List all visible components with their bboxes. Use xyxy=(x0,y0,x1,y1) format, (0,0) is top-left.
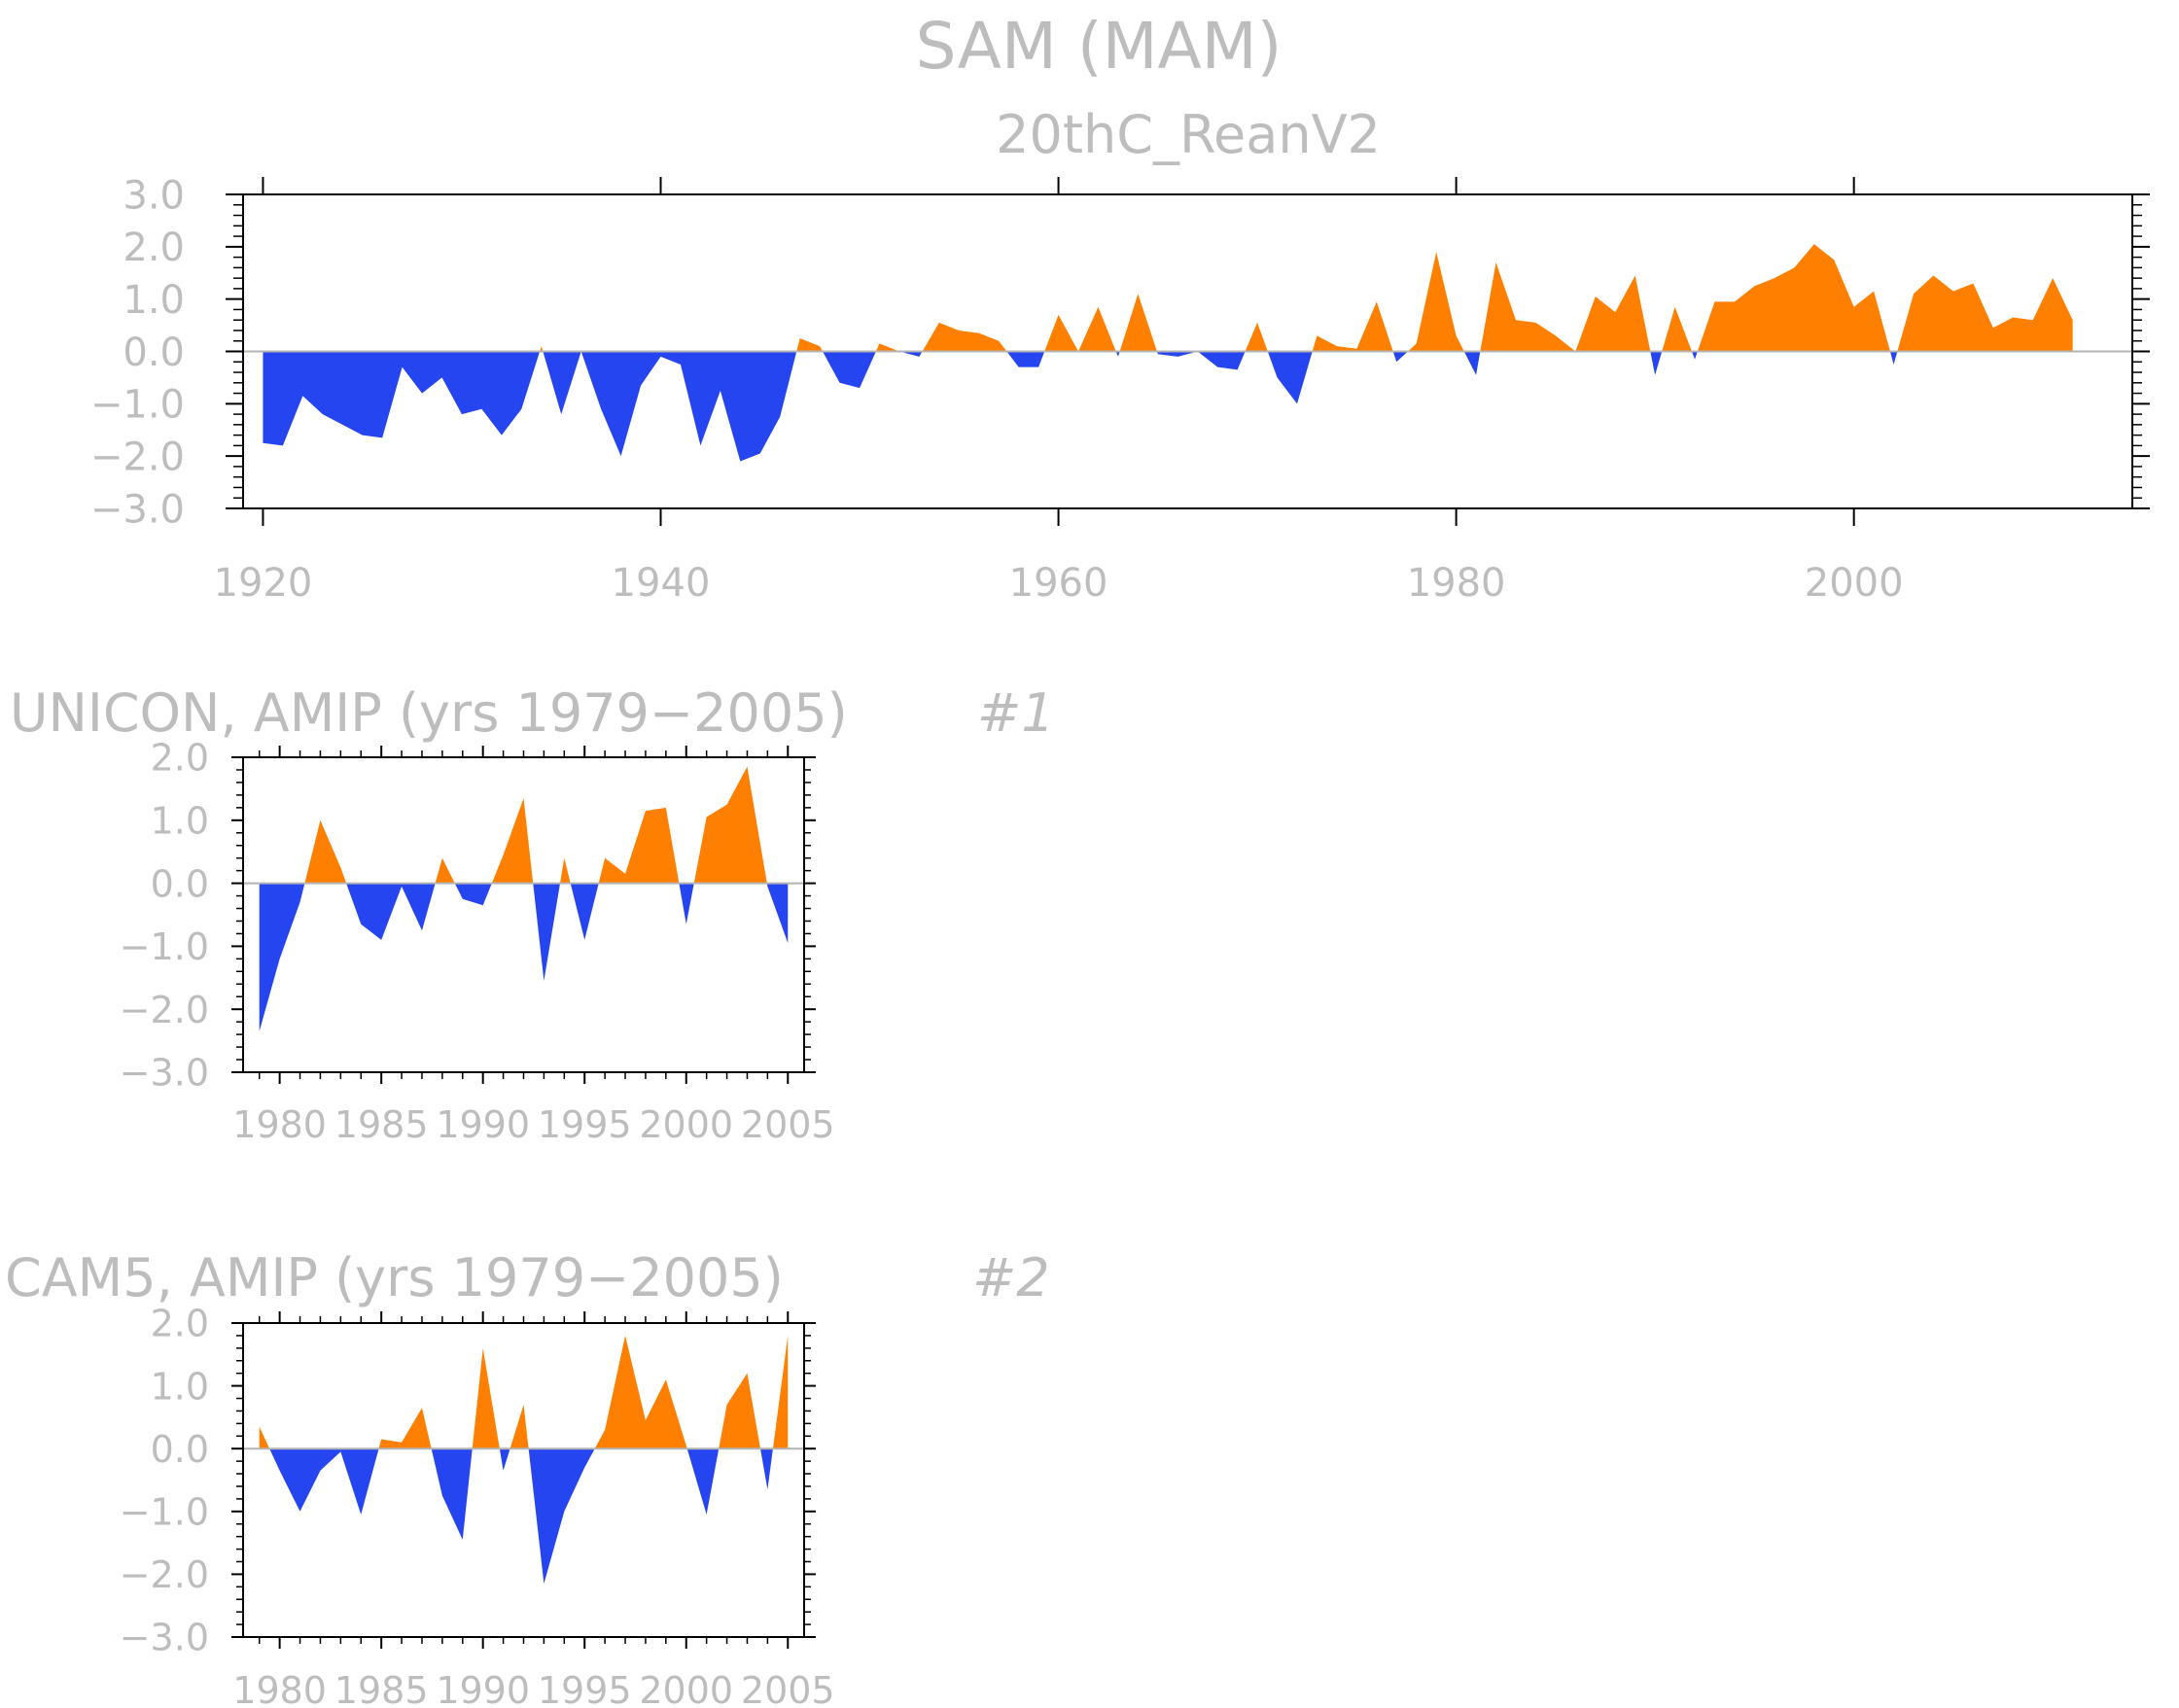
x-tick-label: 1980 xyxy=(232,1103,327,1146)
negative-area xyxy=(263,351,2073,462)
y-tick-label: −3.0 xyxy=(120,1052,209,1095)
y-tick-label: 0.0 xyxy=(123,331,185,375)
positive-area xyxy=(263,244,2073,352)
y-tick-label: 3.0 xyxy=(123,173,185,218)
panel-title-unicon: UNICON, AMIP (yrs 1979−2005) xyxy=(10,682,848,744)
y-tick-label: −1.0 xyxy=(120,925,209,968)
y-tick-label: 1.0 xyxy=(151,799,209,842)
x-tick-label: 1960 xyxy=(1009,561,1108,606)
y-tick-label: 1.0 xyxy=(123,278,185,323)
y-tick-label: −1.0 xyxy=(90,383,185,428)
positive-area xyxy=(259,1335,789,1449)
y-tick-label: −3.0 xyxy=(120,1617,209,1659)
x-tick-label: 2000 xyxy=(1805,561,1904,606)
x-tick-label: 2000 xyxy=(639,1669,733,1708)
panel-label-cam5: #2 xyxy=(972,1247,1050,1308)
y-tick-label: 2.0 xyxy=(151,1303,209,1345)
x-tick-label: 1990 xyxy=(436,1669,530,1708)
y-tick-label: 1.0 xyxy=(151,1365,209,1408)
panel-reanalysis: 20thC_ReanV2 3.0 2.0 1.0 0.0 −1.0 −2.0 −3.0 192… xyxy=(90,104,2150,606)
panel-title-reanalysis: 20thC_ReanV2 xyxy=(996,104,1381,165)
x-tick-label: 1995 xyxy=(538,1669,632,1708)
x-tick-label: 2005 xyxy=(741,1669,835,1708)
figure-title: SAM (MAM) xyxy=(916,9,1283,84)
panel-label-unicon: #1 xyxy=(977,682,1055,744)
x-tick-label: 1980 xyxy=(232,1669,327,1708)
x-tick-label: 1990 xyxy=(436,1103,530,1146)
negative-area xyxy=(259,1448,789,1585)
x-tick-label: 1980 xyxy=(1407,561,1506,606)
y-tick-label: −1.0 xyxy=(120,1490,209,1533)
y-tick-label: −2.0 xyxy=(90,436,185,480)
x-tick-label: 1985 xyxy=(334,1103,429,1146)
x-tick-label: 2005 xyxy=(741,1103,835,1146)
x-tick-label: 1985 xyxy=(334,1669,429,1708)
y-tick-label: −2.0 xyxy=(120,1553,209,1596)
panel-cam5: CAM5, AMIP (yrs 1979−2005) #2 2.0 1.0 0.0 −… xyxy=(5,1247,1050,1708)
negative-area xyxy=(259,883,789,1031)
plot-frame xyxy=(242,1322,805,1638)
y-tick-label: 2.0 xyxy=(123,226,185,270)
y-tick-label: 0.0 xyxy=(151,1428,209,1471)
y-tick-label: 2.0 xyxy=(151,737,209,780)
y-tick-label: −3.0 xyxy=(90,487,185,532)
x-tick-label: 2000 xyxy=(639,1103,733,1146)
panel-unicon: UNICON, AMIP (yrs 1979−2005) #1 2.0 1.0 0.… xyxy=(10,682,1055,1146)
x-tick-label: 1940 xyxy=(612,561,711,606)
x-tick-label: 1995 xyxy=(538,1103,632,1146)
positive-area xyxy=(259,766,789,884)
plot-reanalysis: 3.0 2.0 1.0 0.0 −1.0 −2.0 −3.0 1920 1940 1960 1980… xyxy=(90,173,2150,606)
y-tick-label: 0.0 xyxy=(151,862,209,905)
x-tick-label: 1920 xyxy=(214,561,313,606)
y-tick-label: −2.0 xyxy=(120,989,209,1031)
panel-title-cam5: CAM5, AMIP (yrs 1979−2005) xyxy=(5,1247,784,1308)
